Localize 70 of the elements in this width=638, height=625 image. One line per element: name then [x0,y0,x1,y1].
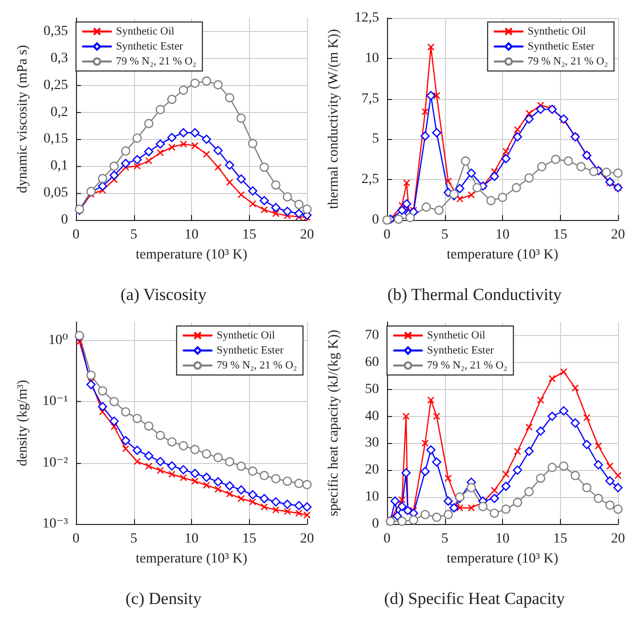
text: (c) Density [125,589,202,608]
x-tick-label: 15 [242,228,256,242]
y-tick-label: 10⁻³ [42,516,68,532]
legend-label: Synthetic Oil [216,330,275,342]
y-axis-title: specific heat capacity (kJ/(kg K)) [326,329,342,516]
x-tick-label: 5 [441,228,448,242]
legend-label: Synthetic Ester [216,344,284,356]
legend-label: Synthetic Oil [528,26,586,38]
text: (b) Thermal Conductivity [387,285,562,304]
x-tick-label: 5 [441,532,448,546]
x-tick-label: 0 [72,532,80,546]
x-tick-label: 20 [300,532,314,546]
y-tick-label: 0 [372,516,379,532]
y-tick-label: 50 [365,382,379,397]
y-tick-label: 0,15 [44,132,68,147]
x-tick-label: 15 [553,228,568,242]
y-tick-label: 10⁻² [42,455,68,470]
x-axis-title: temperature (10³ K) [446,248,559,262]
x-tick-label: 15 [242,532,256,546]
y-tick-label: 0,1 [50,158,68,174]
x-tick-label: 0 [72,228,80,242]
x-tick-label: 10 [184,532,198,546]
y-tick-label: 0,35 [44,24,68,39]
y-tick-label: 5 [372,132,379,147]
y-tick-label: 0,3 [50,50,68,66]
y-tick-label: 7,5 [362,91,379,106]
legend-label: 79 % N₂, 21 % O₂ [528,56,608,68]
legend-label: Synthetic Ester [116,40,184,52]
text: (a) Viscosity [120,285,208,304]
y-tick-label: 0,05 [44,186,68,201]
legend-label: Synthetic Ester [427,344,494,356]
y-tick-label: 10 [365,490,379,505]
legend-label: Synthetic Oil [427,330,486,342]
x-tick-label: 0 [384,532,390,546]
y-tick-label: 0,25 [44,78,68,93]
y-tick-label: 10⁰ [48,332,68,348]
x-axis-title: temperature (10³ K) [446,552,559,566]
y-tick-label: 0,2 [50,104,68,120]
x-tick-label: 20 [611,532,625,546]
y-tick-label: 10⁻¹ [42,394,68,410]
y-axis-title: thermal conductivity (W/(m K)) [326,28,342,209]
x-tick-label: 10 [496,532,510,546]
x-tick-label: 15 [553,532,568,546]
y-tick-label: 30 [365,436,379,451]
x-tick-label: 0 [384,228,390,242]
y-tick-label: 60 [365,354,379,370]
x-tick-label: 5 [130,532,138,546]
x-tick-label: 10 [496,228,510,242]
y-tick-label: 0 [61,212,68,228]
y-tick-label: 20 [365,462,379,478]
y-tick-label: 70 [365,328,379,343]
y-axis-title: dynamic viscosity (mPa s) [16,44,30,194]
y-tick-label: 10 [365,50,379,66]
text: (d) Specific Heat Capacity [384,589,566,608]
x-axis-title: temperature (10³ K) [136,552,248,566]
y-tick-label: 2,5 [362,172,379,188]
x-tick-label: 20 [611,228,625,242]
legend-label: 79 % N₂, 21 % O₂ [427,360,508,372]
x-axis-title: temperature (10³ K) [136,248,248,262]
legend-label: Synthetic Oil [116,26,174,38]
legend-label: 79 % N₂, 21 % O₂ [116,56,197,68]
x-tick-label: 20 [300,228,314,242]
legend-label: Synthetic Ester [528,40,595,52]
x-tick-label: 5 [130,228,138,242]
y-axis-title: density (kg/m³) [16,380,30,466]
x-tick-label: 10 [184,228,198,242]
y-tick-label: 40 [365,408,379,424]
y-tick-label: 12,5 [354,10,379,26]
y-tick-label: 0 [372,212,379,228]
legend-label: 79 % N₂, 21 % O₂ [216,360,298,372]
